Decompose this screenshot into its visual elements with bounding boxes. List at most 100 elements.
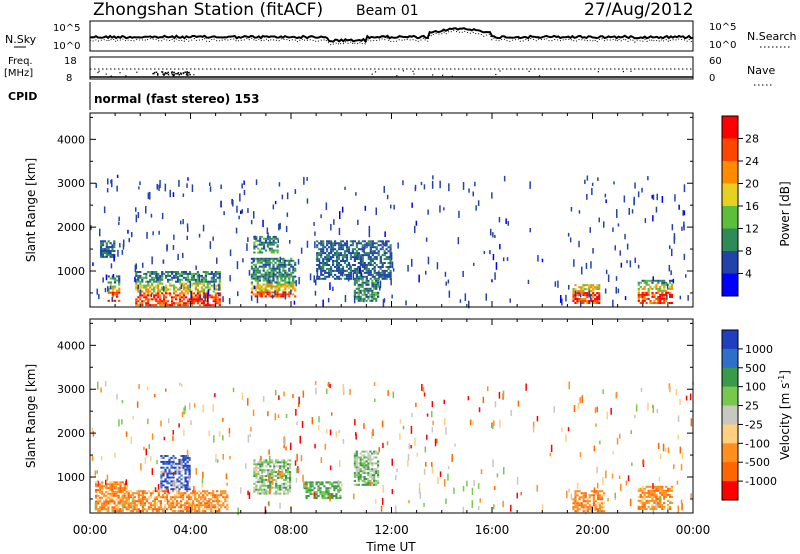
echo-cell xyxy=(105,494,108,497)
echo-cell xyxy=(182,193,185,197)
echo-cell xyxy=(426,413,429,417)
echo-cell xyxy=(283,492,286,495)
echo-cell xyxy=(584,179,586,184)
nave-point xyxy=(119,72,121,74)
echo-cell xyxy=(588,288,591,291)
echo-cell xyxy=(105,244,108,247)
echo-cell xyxy=(101,506,104,509)
echo-cell xyxy=(168,472,171,475)
echo-cell xyxy=(162,455,165,457)
echo-cell xyxy=(580,286,583,289)
echo-cell xyxy=(160,420,162,427)
echo-cell xyxy=(265,459,268,462)
echo-cell xyxy=(194,510,197,513)
echo-cell xyxy=(257,251,260,254)
echo-cell xyxy=(661,302,664,304)
echo-cell xyxy=(363,254,366,257)
echo-cell xyxy=(166,466,169,469)
echo-cell xyxy=(510,410,512,417)
echo-cell xyxy=(290,289,292,295)
echo-cell xyxy=(184,508,187,511)
echo-cell xyxy=(592,284,595,287)
echo-cell xyxy=(269,478,272,481)
echo-cell xyxy=(150,293,153,298)
echo-cell xyxy=(144,457,147,464)
echo-cell xyxy=(594,286,597,289)
echo-cell xyxy=(145,508,148,511)
echo-cell xyxy=(266,271,269,274)
echo-cell xyxy=(339,252,343,255)
echo-cell xyxy=(188,457,191,459)
echo-cell xyxy=(385,266,388,268)
echo-cell xyxy=(641,499,644,502)
echo-cell xyxy=(491,422,493,428)
echo-cell xyxy=(173,463,176,467)
echo-cell xyxy=(129,504,132,507)
echo-cell xyxy=(296,467,298,474)
echo-cell xyxy=(619,250,621,256)
echo-cell xyxy=(361,483,364,486)
echo-cell xyxy=(186,500,189,503)
echo-cell xyxy=(266,283,269,286)
echo-cell xyxy=(157,508,160,511)
echo-cell xyxy=(268,273,271,276)
echo-cell xyxy=(160,482,163,485)
echo-cell xyxy=(351,264,354,266)
echo-cell xyxy=(123,500,126,503)
echo-cell xyxy=(334,269,337,272)
echo-cell xyxy=(335,493,338,496)
colorbar-tick-label: 24 xyxy=(745,155,759,168)
echo-cell xyxy=(275,482,278,485)
echo-cell xyxy=(208,280,211,283)
echo-cell xyxy=(281,477,284,479)
echo-cell xyxy=(111,255,114,258)
echo-cell xyxy=(182,302,186,305)
echo-cell xyxy=(606,411,608,420)
echo-cell xyxy=(373,275,376,278)
echo-cell xyxy=(574,500,577,503)
echo-cell xyxy=(196,302,199,305)
echo-cell xyxy=(272,251,275,254)
echo-cell xyxy=(283,473,286,476)
echo-cell xyxy=(137,271,140,273)
echo-cell xyxy=(655,495,658,498)
echo-cell xyxy=(188,502,191,505)
echo-cell xyxy=(101,481,104,484)
echo-cell xyxy=(170,476,173,479)
echo-cell xyxy=(590,284,593,287)
echo-cell xyxy=(592,496,595,499)
echo-cell xyxy=(157,483,160,490)
echo-cell xyxy=(283,475,286,477)
velocity-label-end: ] xyxy=(778,370,792,375)
echo-cell xyxy=(294,189,297,194)
echo-cell xyxy=(316,264,319,266)
echo-cell xyxy=(212,298,215,301)
echo-cell xyxy=(386,194,389,200)
echo-cell xyxy=(347,252,351,255)
echo-cell xyxy=(669,281,672,284)
echo-cell xyxy=(173,510,177,513)
echo-cell xyxy=(385,273,388,276)
echo-cell xyxy=(477,200,480,206)
echo-cell xyxy=(113,494,116,497)
echo-cell xyxy=(100,246,103,249)
echo-cell xyxy=(270,281,273,284)
echo-cell xyxy=(653,508,656,510)
echo-cell xyxy=(365,264,368,266)
echo-cell xyxy=(616,437,619,445)
echo-cell xyxy=(127,490,130,493)
echo-cell xyxy=(176,294,180,297)
echo-cell xyxy=(218,510,221,513)
echo-cell xyxy=(262,488,264,495)
echo-cell xyxy=(200,280,203,283)
echo-cell xyxy=(253,459,256,462)
echo-cell xyxy=(161,494,165,497)
echo-cell xyxy=(151,292,154,295)
echo-cell xyxy=(184,486,187,489)
echo-cell xyxy=(665,289,668,292)
echo-cell xyxy=(254,271,257,274)
echo-cell xyxy=(363,271,366,274)
echo-cell xyxy=(337,242,341,245)
echo-cell xyxy=(202,490,205,493)
echo-cell xyxy=(171,298,174,301)
